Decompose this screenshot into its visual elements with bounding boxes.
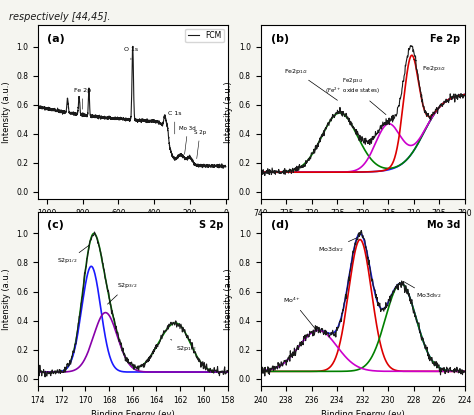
Text: C 1s: C 1s: [168, 111, 182, 134]
Text: S2p$_{1/2}$: S2p$_{1/2}$: [171, 339, 196, 353]
Text: respectively [44,45].: respectively [44,45].: [9, 12, 111, 22]
Text: S2p$_{3/2}$: S2p$_{3/2}$: [108, 282, 137, 304]
X-axis label: Binding Energy (ev): Binding Energy (ev): [91, 410, 174, 415]
Text: S 2p: S 2p: [200, 220, 224, 230]
Text: S2p$_{1/2}$: S2p$_{1/2}$: [57, 245, 89, 266]
Y-axis label: Intensity (a.u.): Intensity (a.u.): [1, 81, 10, 143]
Y-axis label: Intensity (a.u.): Intensity (a.u.): [1, 268, 10, 330]
Legend: FCM: FCM: [185, 29, 224, 42]
Y-axis label: Intensity (a.u.): Intensity (a.u.): [224, 81, 233, 143]
Text: (a): (a): [47, 34, 65, 44]
X-axis label: Binding Energy (ev): Binding Energy (ev): [91, 224, 174, 232]
Text: (c): (c): [47, 220, 64, 230]
X-axis label: Binding Energy (eV): Binding Energy (eV): [320, 224, 405, 232]
Text: Mo3d$_{3/2}$: Mo3d$_{3/2}$: [318, 237, 357, 254]
Text: Mo$^{4+}$: Mo$^{4+}$: [283, 296, 316, 330]
Text: O 1s: O 1s: [124, 47, 138, 60]
Text: Fe 2p: Fe 2p: [430, 34, 460, 44]
Text: Mo3d$_{5/2}$: Mo3d$_{5/2}$: [403, 281, 442, 300]
Text: Mo 3d: Mo 3d: [180, 126, 196, 154]
Text: Mo 3d: Mo 3d: [427, 220, 460, 230]
X-axis label: Binding Energy (ev): Binding Energy (ev): [321, 410, 404, 415]
Text: (d): (d): [271, 220, 289, 230]
Y-axis label: Intensity (a.u.): Intensity (a.u.): [224, 268, 233, 330]
Text: Fe2p$_{3/2}$: Fe2p$_{3/2}$: [413, 59, 446, 73]
Text: S 2p: S 2p: [194, 130, 206, 159]
Text: Fe2p$_{1/2}$: Fe2p$_{1/2}$: [284, 67, 337, 100]
Text: Fe2p$_{3/2}$
(Fe$^{2+}$ oxide states): Fe2p$_{3/2}$ (Fe$^{2+}$ oxide states): [325, 76, 386, 115]
Text: (b): (b): [271, 34, 289, 44]
Text: Fe 2p: Fe 2p: [74, 88, 91, 109]
